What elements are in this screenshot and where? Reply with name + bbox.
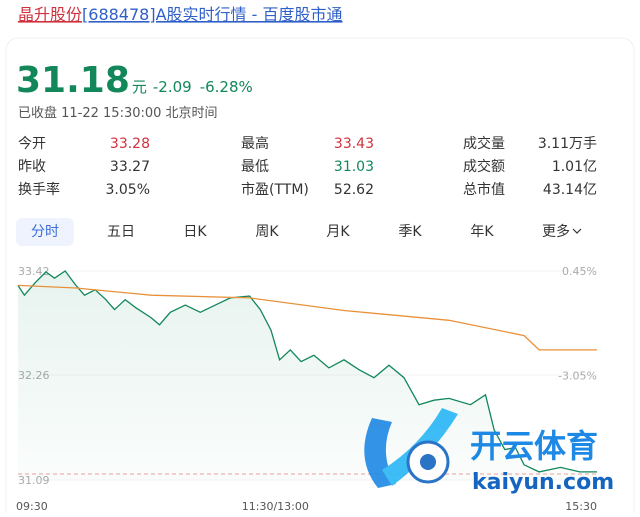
tab[interactable]: 日K: [183, 224, 207, 240]
stat-value: 1.01亿: [552, 159, 597, 175]
stat-label: 总市值: [463, 181, 505, 198]
price-area: [18, 271, 597, 480]
stat-value: 3.05%: [106, 182, 150, 198]
tab[interactable]: 年K: [470, 224, 494, 240]
x-tick-label: 11:30/13:00: [242, 500, 309, 513]
tab[interactable]: 周K: [255, 224, 279, 240]
price: 31.18: [16, 60, 130, 101]
y2-tick-label: -3.05%: [558, 370, 597, 383]
stat-label: 市盈(TTM): [241, 181, 309, 198]
watermark-logo: [364, 408, 458, 488]
price-unit: 元: [132, 78, 147, 96]
stat-value: 33.27: [110, 159, 150, 175]
active-tab-bg: [16, 218, 74, 246]
stat-value: 52.62: [334, 182, 374, 198]
stat-label: 换手率: [18, 181, 60, 198]
x-tick-label: 09:30: [16, 500, 48, 513]
change: -2.09: [153, 78, 192, 96]
stat-value: 3.11万手: [538, 136, 597, 152]
more-caret[interactable]: [572, 228, 582, 234]
stock-name-link[interactable]: 晶升股份: [18, 5, 82, 24]
stat-label: 昨收: [18, 159, 46, 175]
stat-label: 成交额: [463, 158, 505, 175]
change-pct: -6.28%: [200, 78, 253, 96]
tab[interactable]: 季K: [398, 224, 422, 240]
stat-label: 最高: [241, 135, 269, 152]
x-tick-label: 15:30: [565, 500, 597, 513]
y-tick-label: 33.42: [18, 265, 50, 278]
tab[interactable]: 五日: [107, 224, 135, 240]
stat-value: 31.03: [334, 159, 374, 175]
watermark-brand: 开云体育: [470, 427, 598, 465]
stat-value: 43.14亿: [543, 182, 597, 198]
stat-label: 成交量: [463, 135, 505, 152]
logo-shape: [420, 454, 436, 470]
tab[interactable]: 月K: [326, 224, 350, 240]
tab[interactable]: 分时: [31, 224, 59, 240]
status: 已收盘 11-22 15:30:00 北京时间: [18, 105, 218, 121]
stat-label: 最低: [241, 159, 269, 175]
page-title-link[interactable]: [688478]A股实时行情 - 百度股市通: [82, 5, 342, 24]
average-line: [17, 284, 597, 351]
stat-label: 今开: [18, 136, 46, 152]
stat-value: 33.28: [110, 136, 150, 152]
tab[interactable]: 更多: [542, 223, 570, 240]
watermark-site: kaiyun.com: [472, 470, 614, 495]
y2-tick-label: 0.45%: [562, 265, 597, 278]
price-line: [17, 270, 597, 473]
stat-value: 33.43: [334, 136, 374, 152]
